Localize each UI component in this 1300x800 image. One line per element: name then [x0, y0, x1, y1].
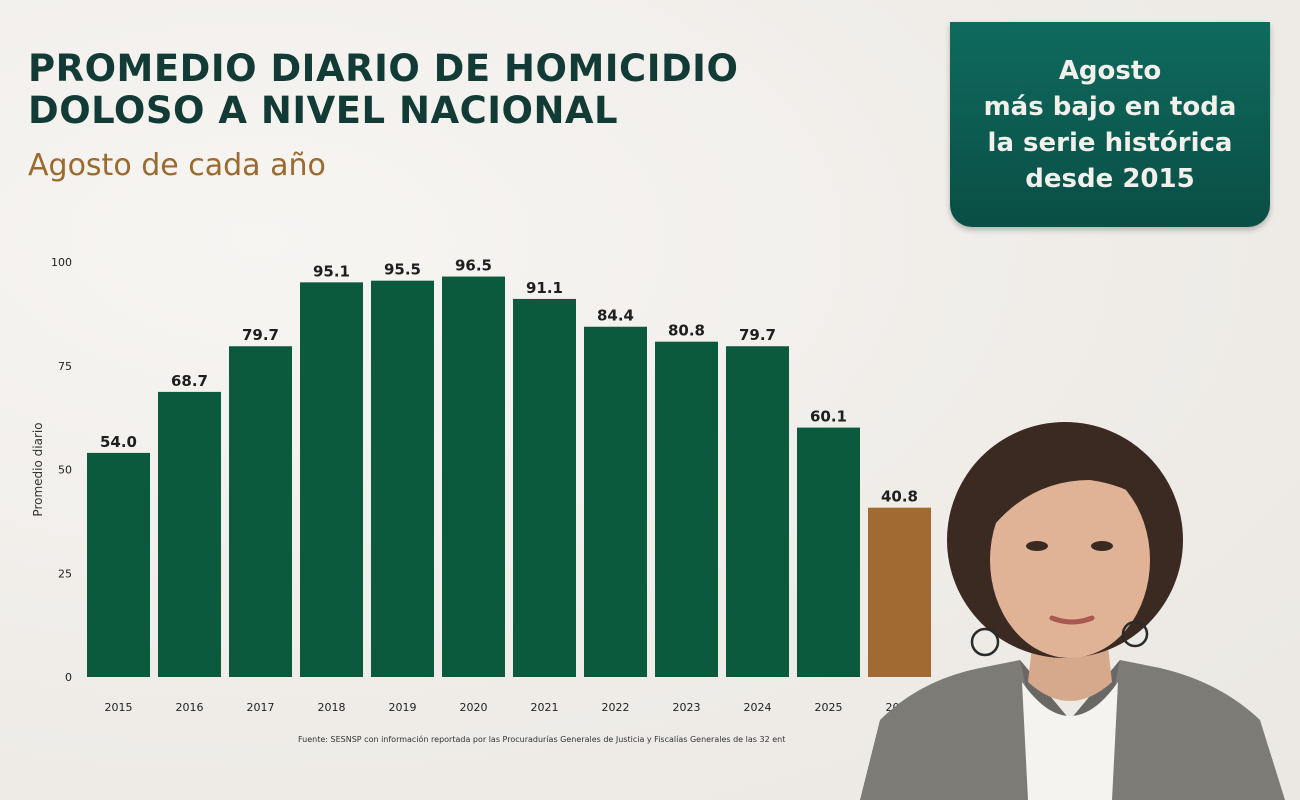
chart-title: PROMEDIO DIARIO DE HOMICIDIO DOLOSO A NI…: [28, 48, 828, 132]
source-note: Fuente: SESNSP con información reportada…: [298, 735, 786, 744]
bar-2023: [655, 341, 718, 677]
value-label-2019: 95.5: [384, 261, 421, 279]
y-axis-title: Promedio diario: [31, 422, 45, 516]
value-label-2017: 79.7: [242, 326, 279, 344]
value-label-2026: 40.8: [881, 488, 918, 506]
x-tick-label-2023: 2023: [673, 701, 701, 714]
x-tick-label-2018: 2018: [318, 701, 346, 714]
value-label-2015: 54.0: [100, 433, 137, 451]
bar-2018: [300, 282, 363, 677]
x-tick-label-2025: 2025: [815, 701, 843, 714]
y-tick-label: 25: [58, 567, 72, 580]
bar-2017: [229, 346, 292, 677]
chart-title-line-1: PROMEDIO DIARIO DE HOMICIDIO: [28, 47, 739, 90]
y-tick-label: 0: [65, 671, 72, 684]
presenter-video: [860, 422, 1285, 800]
chart-subtitle: Agosto de cada año: [28, 148, 326, 183]
bar-chart: Promedio diario 0 25 50 75 100 54.0 68.7 79.7 9…: [31, 256, 931, 714]
value-label-2018: 95.1: [313, 262, 350, 280]
x-tick-label-2022: 2022: [602, 701, 630, 714]
bar-2026: [868, 507, 931, 677]
bar-2025: [797, 427, 860, 677]
value-label-2020: 96.5: [455, 257, 492, 275]
x-tick-label-2020: 2020: [460, 701, 488, 714]
chart-title-line-2: DOLOSO A NIVEL NACIONAL: [28, 89, 619, 132]
y-tick-label: 100: [51, 256, 72, 269]
value-labels: 54.0 68.7 79.7 95.1 95.5 96.5 91.1 84.4 80.8 79.7…: [100, 257, 918, 506]
x-tick-label-2024: 2024: [744, 701, 772, 714]
x-tick-label-2021: 2021: [531, 701, 559, 714]
x-tick-label-2015: 2015: [105, 701, 133, 714]
x-tick-label-2017: 2017: [247, 701, 275, 714]
callout-line-1: Agosto: [1058, 55, 1162, 86]
bar-2019: [371, 280, 434, 677]
x-axis-ticks: 2015 2016 2017 2018 2019 2020 2021 2022 2023 2024…: [105, 701, 914, 714]
y-tick-label: 75: [58, 360, 72, 373]
value-label-2024: 79.7: [739, 326, 776, 344]
value-label-2023: 80.8: [668, 322, 705, 340]
bar-2022: [584, 326, 647, 677]
callout-line-2: más bajo en toda: [983, 91, 1237, 122]
bars: [87, 276, 931, 677]
bar-2021: [513, 298, 576, 677]
value-label-2016: 68.7: [171, 372, 208, 390]
bar-2015: [87, 452, 150, 677]
y-axis-ticks: 0 25 50 75 100: [51, 256, 72, 684]
callout-box: Agosto más bajo en toda la serie históri…: [950, 22, 1270, 227]
bar-2016: [158, 391, 221, 677]
callout-line-4: desde 2015: [1025, 163, 1195, 194]
value-label-2022: 84.4: [597, 307, 634, 325]
y-tick-label: 50: [58, 464, 72, 477]
x-tick-label-2019: 2019: [389, 701, 417, 714]
x-tick-label-2016: 2016: [176, 701, 204, 714]
bar-2024: [726, 346, 789, 677]
callout-line-3: la serie histórica: [987, 127, 1233, 158]
value-label-2021: 91.1: [526, 279, 563, 297]
bar-2020: [442, 276, 505, 677]
value-label-2025: 60.1: [810, 408, 847, 426]
